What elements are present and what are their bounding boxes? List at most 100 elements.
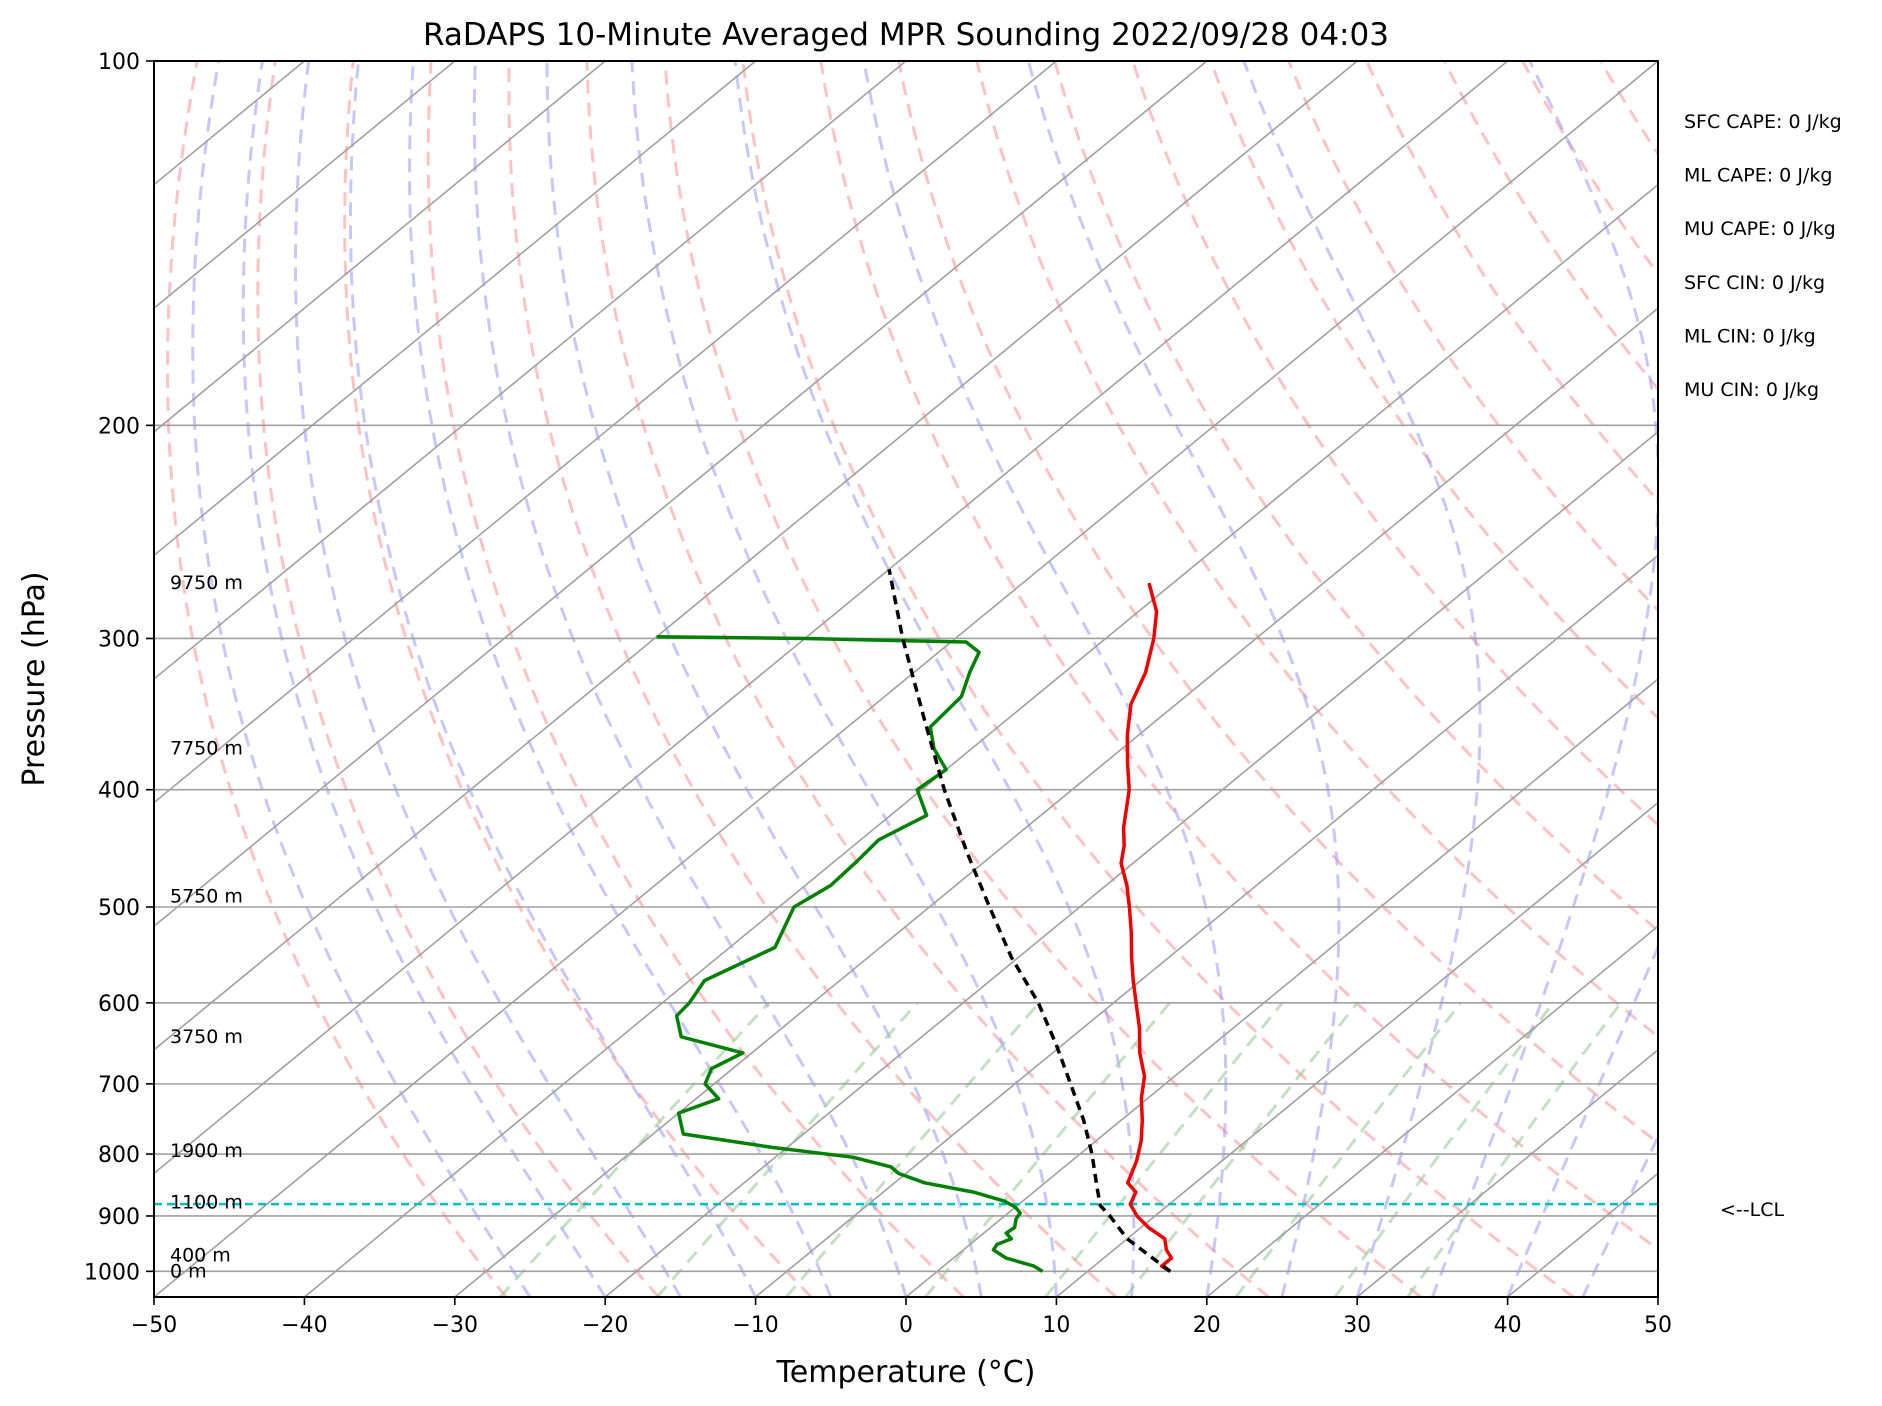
x-tick-label: 10 (1042, 1313, 1070, 1338)
y-tick-label: 500 (98, 896, 140, 921)
y-tick-label: 1000 (84, 1260, 140, 1285)
index-text: ML CAPE: 0 J/kg (1684, 165, 1832, 187)
index-text: SFC CIN: 0 J/kg (1684, 272, 1825, 294)
x-tick-label: −10 (732, 1313, 778, 1338)
chart-title: RaDAPS 10-Minute Averaged MPR Sounding 2… (423, 17, 1389, 53)
isotherm (1657, 1295, 1658, 1297)
moist-adiabat (862, 61, 1228, 1297)
dry-adiabat (343, 61, 813, 1297)
x-tick-label: −50 (131, 1313, 177, 1338)
isotherm (154, 61, 1208, 928)
mixing-ratio-line (1406, 1001, 1623, 1297)
y-tick-label: 400 (98, 779, 140, 804)
moist-adiabat (408, 61, 833, 1297)
height-label: 1100 m (170, 1191, 243, 1213)
dry-adiabat (1756, 61, 1882, 1297)
index-text: SFC CAPE: 0 J/kg (1684, 111, 1842, 133)
isotherm (755, 554, 1658, 1297)
x-axis-label: Temperature (°C) (776, 1355, 1036, 1390)
moist-adiabat (294, 61, 682, 1297)
isotherm (154, 61, 757, 557)
dry-adiabat (1053, 61, 1658, 933)
index-text: MU CAPE: 0 J/kg (1684, 218, 1836, 240)
index-text: MU CIN: 0 J/kg (1684, 379, 1819, 401)
height-labels: 9750 m 7750 m 5750 m 3750 m 1900 m 1100 m 400 … (170, 572, 243, 1282)
moist-adiabat (1506, 943, 1658, 1297)
mixing-ratio-line (1333, 1001, 1555, 1297)
isotherm (154, 61, 1057, 804)
height-label: 0 m (170, 1260, 207, 1282)
mixing-ratio-line (1234, 1001, 1462, 1297)
mixing-ratio-line (1124, 1001, 1359, 1297)
y-tick-label: 900 (98, 1205, 140, 1230)
y-tick-label: 800 (98, 1143, 140, 1168)
dewpoint-line (656, 634, 1044, 1273)
moist-adiabat (1581, 1133, 1658, 1297)
y-tick-label: 200 (98, 414, 140, 439)
moist-adiabat (472, 61, 908, 1297)
mixing-ratio-line (1044, 1001, 1284, 1297)
x-axis: −50 −40 −30 −20 −10 0 10 20 30 40 50 (131, 1297, 1672, 1338)
isotherm (154, 61, 1509, 1175)
x-tick-label: 30 (1343, 1313, 1371, 1338)
isotherm (905, 677, 1658, 1297)
mixing-ratio-line (498, 1001, 770, 1297)
moist-adiabat (1431, 61, 1658, 1297)
isotherm (154, 61, 606, 433)
dry-adiabat (165, 61, 508, 1297)
dry-adiabat (1678, 61, 1882, 1297)
isotherm (1055, 801, 1658, 1297)
dry-adiabat (1834, 61, 1882, 1297)
temperature-line (1119, 582, 1174, 1273)
moist-adiabat (630, 61, 1058, 1297)
dry-adiabat (1599, 61, 1658, 157)
dry-adiabat (975, 61, 1658, 1039)
moist-adiabat (241, 61, 607, 1297)
x-tick-label: 50 (1644, 1313, 1672, 1338)
dry-adiabat (819, 61, 1658, 1252)
isotherm (303, 183, 1658, 1297)
dry-adiabat (256, 61, 660, 1297)
mixing-ratio-line (924, 1001, 1171, 1297)
isotherm (1356, 1048, 1658, 1297)
isotherm (154, 61, 1358, 1051)
dry-adiabat (1365, 61, 1658, 503)
dry-adiabat (1287, 61, 1658, 613)
dry-adiabat (1521, 61, 1658, 277)
series-layer (154, 568, 1658, 1273)
dry-adiabat (507, 61, 1118, 1297)
y-tick-label: 100 (98, 50, 140, 75)
moist-adiabat (1242, 61, 1482, 1297)
y-axis-label: Pressure (hPa) (17, 571, 52, 786)
dry-adiabat (741, 61, 1575, 1297)
parcel-line (887, 568, 1172, 1273)
isotherm (1206, 925, 1658, 1297)
moist-adiabat (733, 61, 1136, 1297)
y-tick-label: 300 (98, 627, 140, 652)
dry-adiabat (897, 61, 1658, 1145)
height-label: 5750 m (170, 885, 243, 907)
y-tick-label: 600 (98, 992, 140, 1017)
height-label: 1900 m (170, 1140, 243, 1162)
y-tick-label: 700 (98, 1073, 140, 1098)
isotherm (1507, 1172, 1658, 1297)
stability-indices: SFC CAPE: 0 J/kg ML CAPE: 0 J/kg MU CAPE: … (1684, 111, 1842, 401)
x-tick-label: 0 (899, 1313, 913, 1338)
moist-adiabat (191, 61, 532, 1297)
dry-adiabat (1209, 61, 1658, 720)
x-tick-label: −40 (281, 1313, 327, 1338)
isotherm (154, 61, 1658, 1297)
moist-adiabat (545, 61, 983, 1297)
x-tick-label: −30 (432, 1313, 478, 1338)
lcl-annotation: <--LCL (1720, 1199, 1784, 1221)
isotherm (154, 61, 907, 681)
grid-layer (154, 61, 1882, 1297)
x-tick-label: −20 (582, 1313, 628, 1338)
y-axis: 100 200 300 400 500 600 700 800 900 1000 (84, 50, 154, 1285)
height-label: 3750 m (170, 1026, 243, 1048)
dry-adiabat (426, 61, 965, 1297)
x-tick-label: 20 (1193, 1313, 1221, 1338)
isotherm (604, 430, 1658, 1297)
dry-adiabat (585, 61, 1270, 1297)
